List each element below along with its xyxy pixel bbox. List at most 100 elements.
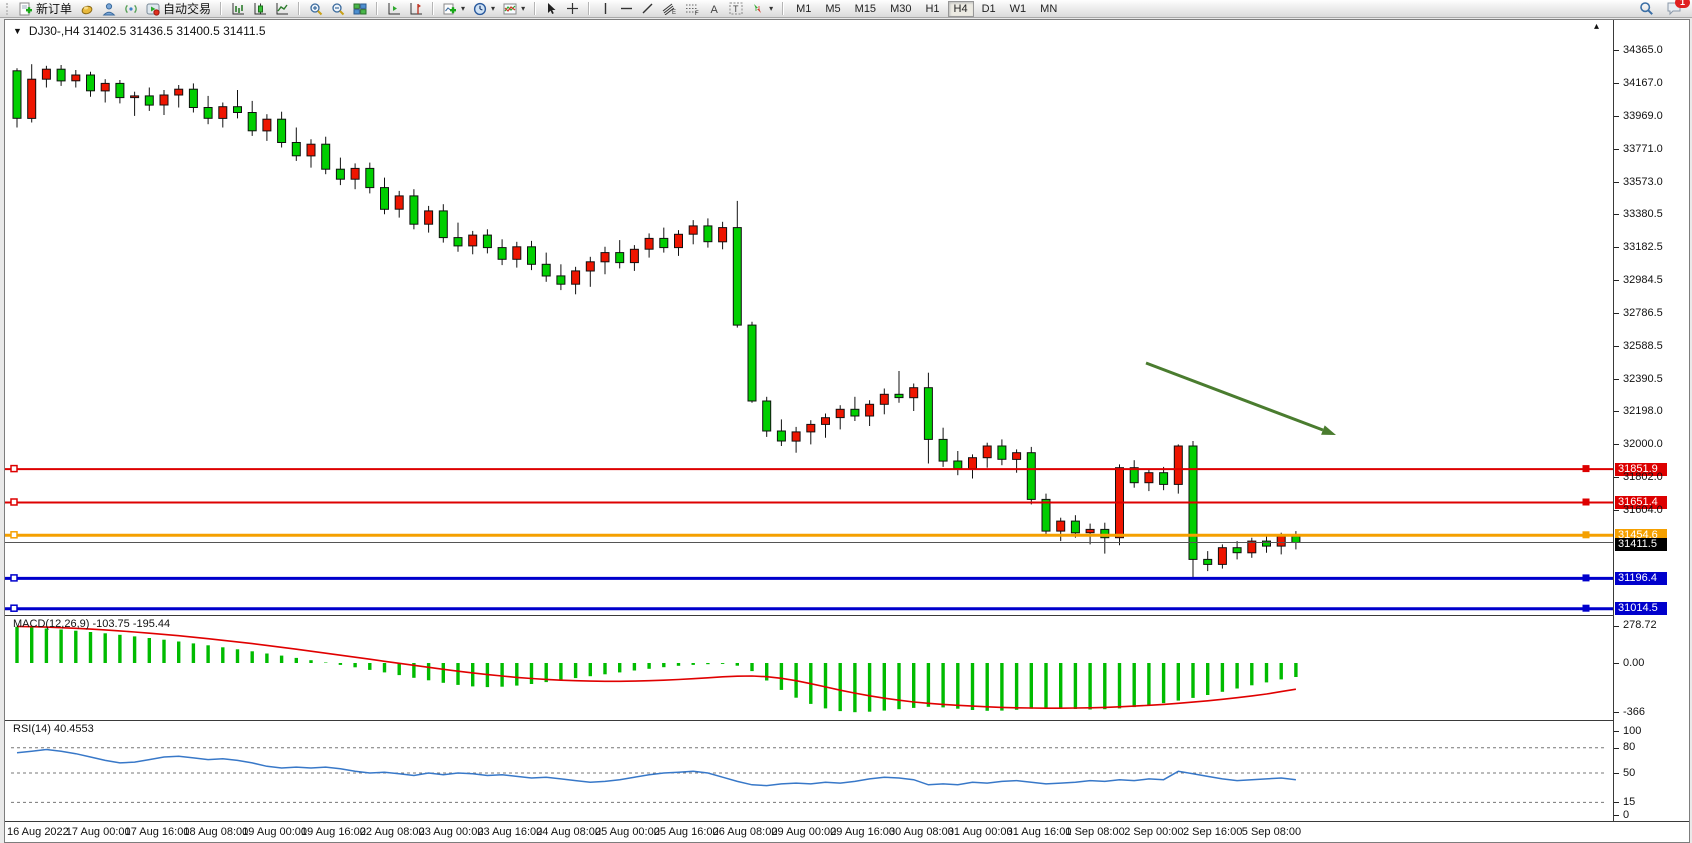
crosshair-tool-button[interactable] (563, 1, 582, 17)
add-indicator-icon (443, 2, 457, 16)
fibonacci-tool-button[interactable]: E (659, 1, 680, 17)
timeframe-m1-button[interactable]: M1 (796, 2, 812, 15)
line-anchor-handle[interactable] (10, 604, 18, 612)
timeframe-h4-button[interactable]: H4 (947, 0, 974, 17)
axis-tick-label: 32984.5 (1623, 273, 1663, 286)
line-anchor-handle[interactable] (1582, 604, 1590, 612)
cursor-tool-button[interactable] (542, 1, 561, 17)
rsi-indicator-pane[interactable]: RSI(14) 40.4553 (5, 721, 1613, 822)
trend-arrow-head (1321, 425, 1336, 435)
line-anchor-handle[interactable] (10, 464, 18, 473)
template-icon (503, 2, 517, 16)
time-axis-label: 31 Aug 16:00 (1006, 826, 1072, 838)
zoom-out-button[interactable] (328, 1, 348, 17)
price-level-chip: 31851.9 (1615, 462, 1667, 476)
time-axis-label: 22 Aug 08:00 (359, 826, 425, 838)
axis-tick-label: 32198.0 (1623, 404, 1663, 417)
horizontal-line-tool-button[interactable] (617, 1, 636, 17)
arrow-objects-icon (751, 2, 765, 15)
timeframe-mn-button[interactable]: MN (1040, 2, 1058, 15)
zoom-in-button[interactable] (306, 1, 326, 17)
axis-tick-label: 15 (1623, 795, 1636, 808)
periods-button[interactable]: ▾ (470, 1, 498, 17)
templates-button[interactable]: ▾ (500, 1, 528, 17)
axis-tick-label: 0.00 (1623, 656, 1645, 669)
tile-windows-button[interactable] (350, 1, 370, 17)
dropdown-caret[interactable]: ▾ (521, 4, 526, 13)
indicators-window-button[interactable] (384, 1, 404, 17)
bar-chart-mode-button[interactable] (228, 1, 248, 17)
label-tool-button[interactable]: T (726, 1, 746, 17)
styler-button[interactable] (77, 1, 97, 17)
profile-button[interactable] (99, 1, 119, 17)
toolbar-grip[interactable] (6, 2, 11, 15)
line-anchor-handle[interactable] (10, 531, 18, 539)
timeframe-h1-button[interactable]: H1 (925, 2, 940, 15)
candles-series (12, 64, 1301, 578)
axis-tick-label: 278.72 (1623, 619, 1657, 631)
macd-indicator-pane[interactable]: MACD(12,26,9) -103.75 -195.44 (5, 616, 1613, 721)
timeframe-d1-button[interactable]: D1 (981, 2, 996, 15)
line-anchor-handle[interactable] (10, 498, 18, 506)
new-order-label: 新订单 (36, 2, 73, 16)
grid-tool-button[interactable]: F (682, 1, 703, 17)
autotrading-button[interactable]: 自动交易 (143, 1, 214, 17)
grid-icon: F (685, 2, 700, 15)
axis-tick-mark (1614, 379, 1619, 381)
axis-tick-mark (1614, 346, 1619, 348)
search-button[interactable] (1636, 1, 1657, 17)
dropdown-caret[interactable]: ▾ (461, 4, 466, 13)
line-chart-mode-button[interactable] (272, 1, 292, 17)
price-axis[interactable]: 31851.9 31651.4 31454.6 31196.4 31014.5 31411… (1613, 20, 1689, 822)
axis-tick-mark (1614, 411, 1619, 413)
new-order-button[interactable]: 新订单 (16, 1, 75, 17)
trendline-tool-button[interactable] (638, 1, 657, 17)
axis-tick-label: 33573.0 (1623, 175, 1663, 188)
axis-tick-mark (1614, 214, 1619, 216)
line-anchor-handle[interactable] (1582, 498, 1590, 506)
signals-button[interactable] (121, 1, 141, 17)
price-level-chip: 31411.5 (1615, 538, 1667, 551)
time-axis-label: 17 Aug 00:00 (65, 826, 131, 838)
line-anchor-handle[interactable] (10, 574, 18, 582)
time-axis[interactable]: 16 Aug 2022 17 Aug 00:00 17 Aug 16:00 18 Au… (5, 822, 1689, 842)
chart-dropdown-icon[interactable]: ▼ (13, 26, 22, 36)
rsi-label: RSI(14) 40.4553 (13, 723, 94, 735)
notifications-button[interactable]: 1 (1663, 0, 1690, 17)
crosshair-icon (566, 2, 579, 15)
time-axis-label: 2 Sep 00:00 (1124, 826, 1184, 838)
macd-label: MACD(12,26,9) -103.75 -195.44 (13, 618, 171, 630)
time-axis-label: 29 Aug 16:00 (830, 826, 896, 838)
axis-tick-label: 34365.0 (1623, 43, 1663, 56)
timeframe-w1-button[interactable]: W1 (1009, 2, 1027, 15)
time-axis-label: 17 Aug 16:00 (124, 826, 190, 838)
time-axis-label: 24 Aug 08:00 (536, 826, 602, 838)
dropdown-caret[interactable]: ▾ (769, 4, 774, 13)
line-anchor-handle[interactable] (1582, 531, 1590, 539)
timeframe-m15-button[interactable]: M15 (854, 2, 877, 15)
axis-tick-label: -366 (1623, 705, 1646, 718)
price-level-chip: 31014.5 (1615, 602, 1667, 616)
line-anchor-handle[interactable] (1582, 574, 1590, 582)
trend-arrow-object[interactable] (1145, 361, 1324, 432)
rsi-chart (11, 747, 1607, 803)
dropdown-caret[interactable]: ▾ (491, 4, 496, 13)
time-axis-label: 23 Aug 00:00 (418, 826, 484, 838)
timeframe-m5-button[interactable]: M5 (825, 2, 841, 15)
candlestick-mode-button[interactable] (250, 1, 270, 17)
notification-badge: 1 (1675, 0, 1690, 8)
toolbar-separator (220, 2, 223, 15)
text-tool-button[interactable]: A (705, 1, 724, 17)
add-indicator-button[interactable]: ▾ (440, 1, 468, 17)
time-axis-label: 19 Aug 00:00 (242, 826, 308, 838)
axis-tick-mark (1614, 444, 1619, 446)
arrows-tool-button[interactable]: ▾ (748, 1, 776, 17)
line-anchor-handle[interactable] (1582, 465, 1590, 473)
toolbar-separator (298, 2, 301, 15)
timeframe-m30-button[interactable]: M30 (890, 2, 912, 15)
vertical-line-tool-button[interactable] (596, 1, 615, 17)
chart-shift-button[interactable] (406, 1, 426, 17)
price-level-chip: 31651.4 (1615, 496, 1667, 509)
price-chart-pane[interactable]: ▼ DJ30-,H4 31402.5 31436.5 31400.5 31411… (5, 20, 1613, 616)
axis-tick-label: 34167.0 (1623, 76, 1663, 89)
